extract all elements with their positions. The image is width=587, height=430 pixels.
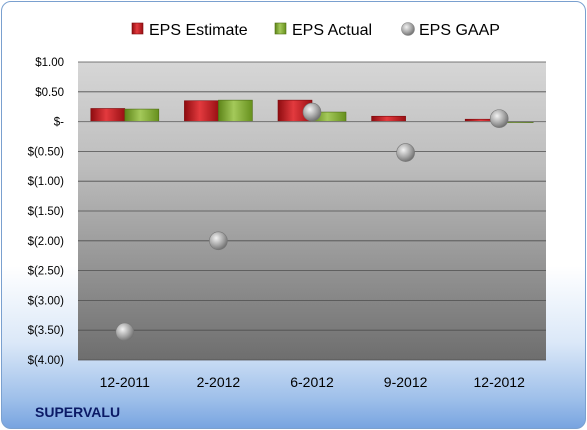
company-label: SUPERVALU <box>35 404 121 420</box>
x-tick-label: 12-2012 <box>474 374 526 390</box>
legend-label: EPS Actual <box>292 22 372 39</box>
y-tick-label: $0.50 <box>35 87 64 99</box>
x-tick-label: 6-2012 <box>290 374 334 390</box>
y-tick-label: $(1.50) <box>28 206 65 218</box>
bar-eps-estimate <box>90 108 126 122</box>
x-tick-label: 2-2012 <box>197 374 241 390</box>
marker-eps-gaap <box>396 143 415 162</box>
marker-eps-gaap <box>302 102 322 122</box>
y-tick-label: $(2.00) <box>28 236 65 248</box>
x-axis-ticks: 12-2011 2-2012 6-2012 9-2012 12-2012 <box>100 374 525 390</box>
legend-swatch <box>274 22 287 35</box>
legend: EPS Estimate EPS Actual EPS GAAP <box>131 22 500 39</box>
y-tick-label: $1.00 <box>35 57 64 69</box>
marker-eps-gaap <box>489 109 509 128</box>
y-tick-label: $(1.00) <box>28 176 65 188</box>
y-tick-label: $- <box>54 117 64 129</box>
bar-eps-actual <box>218 99 253 122</box>
y-tick-label: $(4.00) <box>28 355 65 367</box>
gaap-markers <box>115 102 509 342</box>
x-tick-label: 9-2012 <box>384 374 428 390</box>
y-axis-ticks: $1.00 $0.50 $- $(0.50) $(1.00) $(1.50) $(2.00)… <box>28 57 65 367</box>
y-tick-label: $(3.50) <box>28 325 65 337</box>
x-tick-label: 12-2011 <box>100 374 151 390</box>
legend-swatch <box>131 22 144 35</box>
y-tick-label: $(2.50) <box>28 266 65 278</box>
bar-eps-estimate <box>371 115 406 122</box>
marker-eps-gaap <box>115 322 135 342</box>
legend-label: EPS GAAP <box>419 22 500 39</box>
y-tick-label: $(3.00) <box>28 295 65 307</box>
marker-eps-gaap <box>209 231 228 251</box>
bar-eps-estimate <box>184 100 219 122</box>
y-tick-label: $(0.50) <box>28 146 65 158</box>
legend-label: EPS Estimate <box>149 22 248 39</box>
legend-swatch <box>401 22 415 36</box>
bar-eps-actual <box>124 108 160 122</box>
